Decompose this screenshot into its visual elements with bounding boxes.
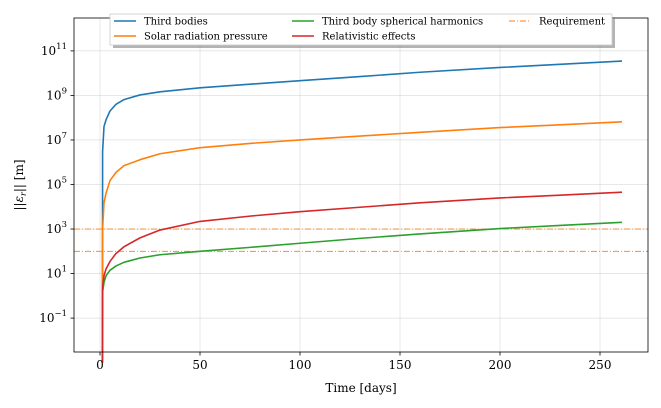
legend-label: Requirement — [539, 17, 605, 28]
x-tick-label: 200 — [489, 358, 512, 372]
plot-frame — [73, 17, 649, 353]
series-line — [101, 60, 623, 363]
requirement-lines — [74, 228, 648, 252]
y-tick-label: 10−1 — [39, 309, 67, 325]
legend-label: Relativistic effects — [322, 32, 416, 43]
legend-box — [109, 13, 613, 46]
x-tick-label: 0 — [96, 358, 104, 372]
x-tick-label: 250 — [589, 358, 612, 372]
x-tick-label: 50 — [192, 358, 207, 372]
y-tick-label: 105 — [46, 175, 67, 191]
legend-label: Third bodies — [144, 17, 208, 28]
legend: Third bodies Solar radiation pressure Thir… — [109, 13, 615, 48]
y-tick-label: 101 — [46, 265, 67, 281]
series-line — [101, 121, 623, 363]
series-line — [101, 221, 623, 363]
legend-label: Third body spherical harmonics — [322, 17, 483, 28]
y-tick-label: 107 — [46, 131, 67, 147]
series-lines — [101, 60, 623, 363]
y-tick-label: 1011 — [41, 42, 67, 58]
x-tick-label: 150 — [389, 358, 412, 372]
x-tick-label: 100 — [289, 358, 312, 372]
x-axis-label: Time [days] — [325, 381, 396, 395]
y-tick-label: 103 — [46, 220, 67, 236]
x-axis-ticks: 0 50 100 150 200 250 — [96, 352, 611, 372]
series-line — [101, 191, 623, 363]
grid-lines — [74, 18, 648, 352]
y-axis-label: ||εr|| [m] — [12, 159, 28, 210]
legend-label: Solar radiation pressure — [144, 32, 268, 43]
y-tick-label: 109 — [46, 86, 67, 102]
y-axis-ticks: 10−1 101 103 105 107 109 1011 — [39, 42, 74, 325]
